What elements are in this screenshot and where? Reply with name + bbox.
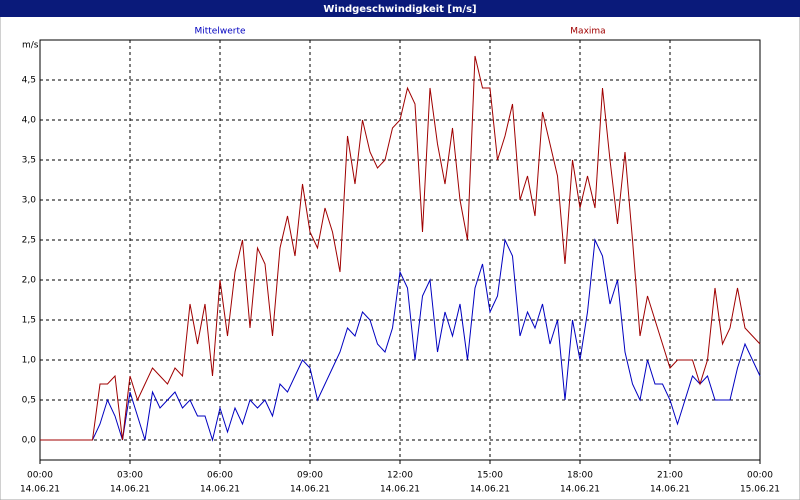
y-tick-label: 1,0 <box>22 356 37 366</box>
y-tick-label: 2,5 <box>22 236 36 246</box>
y-tick-label: 0,5 <box>22 396 36 406</box>
y-tick-label: 3,0 <box>22 196 37 206</box>
x-tick-label: 12:00 <box>387 471 413 481</box>
y-tick-label: 4,0 <box>22 116 37 126</box>
x-tick-date: 14.06.21 <box>290 485 330 495</box>
y-tick-label: 0,0 <box>22 436 37 446</box>
y-tick-label: 3,5 <box>22 156 36 166</box>
x-tick-date: 14.06.21 <box>650 485 690 495</box>
x-tick-label: 00:00 <box>27 471 53 481</box>
x-tick-date: 14.06.21 <box>470 485 510 495</box>
x-tick-label: 00:00 <box>747 471 773 481</box>
series-line <box>40 55 761 441</box>
x-tick-date: 14.06.21 <box>200 485 240 495</box>
series-line <box>40 238 761 442</box>
x-tick-label: 21:00 <box>657 471 683 481</box>
chart-title: Windgeschwindigkeit [m/s] <box>323 4 476 15</box>
x-tick-date: 14.06.21 <box>560 485 600 495</box>
y-axis-label: m/s <box>22 41 39 51</box>
x-tick-label: 15:00 <box>477 471 503 481</box>
x-tick-date: 14.06.21 <box>110 485 150 495</box>
x-tick-date: 14.06.21 <box>380 485 420 495</box>
x-tick-date: 14.06.21 <box>20 485 60 495</box>
y-tick-label: 4,5 <box>22 76 36 86</box>
legend-label: Mittelwerte <box>194 27 245 37</box>
x-tick-label: 03:00 <box>117 471 143 481</box>
x-tick-label: 06:00 <box>207 471 233 481</box>
y-tick-label: 1,5 <box>22 316 36 326</box>
x-tick-label: 09:00 <box>297 471 323 481</box>
title-bar <box>0 0 800 17</box>
legend-label: Maxima <box>570 27 605 37</box>
x-tick-label: 18:00 <box>567 471 593 481</box>
y-tick-label: 2,0 <box>22 276 37 286</box>
x-tick-date: 15.06.21 <box>740 485 780 495</box>
